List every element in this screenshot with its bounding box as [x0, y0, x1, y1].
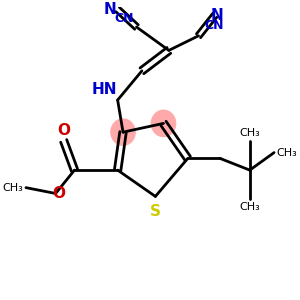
Text: HN: HN: [92, 82, 117, 97]
Text: CN: CN: [114, 12, 134, 25]
Text: N: N: [211, 8, 224, 23]
Text: N: N: [103, 2, 116, 17]
Text: CH₃: CH₃: [239, 202, 260, 212]
Text: CH₃: CH₃: [277, 148, 298, 158]
Text: O: O: [57, 123, 70, 138]
Circle shape: [151, 110, 175, 136]
Circle shape: [111, 119, 135, 145]
Text: O: O: [52, 186, 65, 201]
Text: CH₃: CH₃: [2, 183, 23, 193]
Text: S: S: [150, 204, 161, 219]
Text: CH₃: CH₃: [239, 128, 260, 138]
Text: CN: CN: [204, 19, 224, 32]
